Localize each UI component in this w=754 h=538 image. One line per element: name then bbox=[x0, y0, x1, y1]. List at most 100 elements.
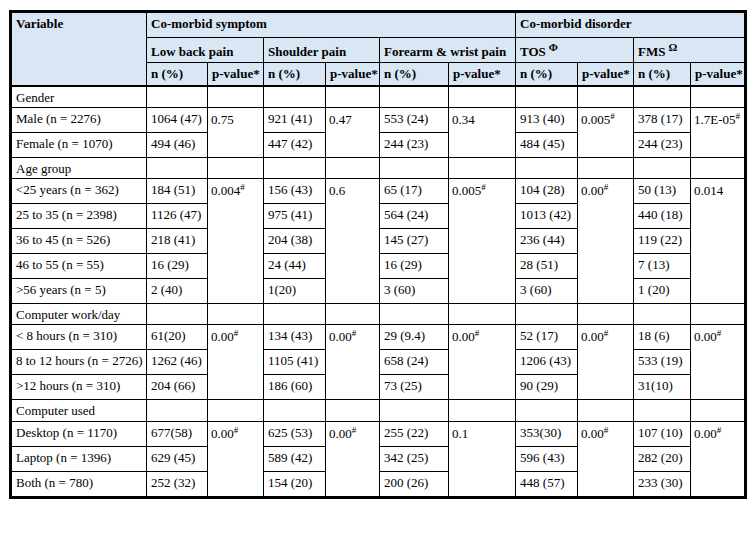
p-value: 0.00 bbox=[581, 330, 604, 345]
n-percent-cell: 134 (43) bbox=[264, 325, 326, 350]
empty-cell bbox=[208, 304, 264, 325]
row-label: Female (n = 1070) bbox=[11, 132, 147, 157]
empty-cell bbox=[578, 400, 634, 421]
header-p-col: p-value* bbox=[578, 62, 634, 86]
n-percent-cell: 16 (29) bbox=[147, 254, 208, 279]
p-value: 0.014 bbox=[694, 183, 723, 198]
p-value-marker: # bbox=[352, 328, 357, 338]
p-value: 0.1 bbox=[452, 426, 468, 441]
p-value-cell: 0.00# bbox=[578, 179, 634, 304]
p-value: 0.00 bbox=[581, 426, 604, 441]
empty-cell bbox=[691, 304, 746, 325]
p-value-marker: # bbox=[604, 328, 609, 338]
p-value-cell: 0.00# bbox=[208, 325, 264, 400]
n-percent-cell: 24 (44) bbox=[264, 254, 326, 279]
empty-cell bbox=[634, 157, 691, 178]
header-n-col: n (%) bbox=[634, 62, 691, 86]
n-percent-cell: 1105 (41) bbox=[264, 350, 326, 375]
p-value-marker: # bbox=[475, 328, 480, 338]
n-percent-cell: 7 (13) bbox=[634, 254, 691, 279]
p-value: 0.00 bbox=[329, 426, 352, 441]
section-title: Age group bbox=[11, 157, 147, 178]
empty-cell bbox=[208, 86, 264, 108]
table-header: VariableCo-morbid symptomCo-morbid disor… bbox=[11, 12, 746, 86]
n-percent-cell: 233 (30) bbox=[634, 471, 691, 497]
n-percent-cell: 1206 (43) bbox=[516, 350, 578, 375]
comorbidity-table: VariableCo-morbid symptomCo-morbid disor… bbox=[9, 10, 747, 499]
n-percent-cell: 3 (60) bbox=[516, 279, 578, 304]
n-percent-cell: 1(20) bbox=[264, 279, 326, 304]
n-percent-cell: 154 (20) bbox=[264, 471, 326, 497]
header-variable: Variable bbox=[11, 12, 147, 86]
n-percent-cell: 1126 (47) bbox=[147, 204, 208, 229]
p-value-cell: 1.7E-05# bbox=[691, 107, 746, 157]
header-n-col: n (%) bbox=[380, 62, 449, 86]
p-value-marker: # bbox=[604, 182, 609, 192]
row-label: 8 to 12 hours (n = 2726) bbox=[11, 350, 147, 375]
n-percent-cell: 1064 (47) bbox=[147, 107, 208, 132]
n-percent-cell: 1013 (42) bbox=[516, 204, 578, 229]
table-row: Desktop (n = 1170)677(58)0.00#625 (53)0.… bbox=[11, 421, 746, 446]
section-row: Age group bbox=[11, 157, 746, 178]
n-percent-cell: 596 (43) bbox=[516, 446, 578, 471]
n-percent-cell: 255 (22) bbox=[380, 421, 449, 446]
n-percent-cell: 107 (10) bbox=[634, 421, 691, 446]
n-percent-cell: 3 (60) bbox=[380, 279, 449, 304]
n-percent-cell: 625 (53) bbox=[264, 421, 326, 446]
empty-cell bbox=[516, 304, 578, 325]
p-value-cell: 0.00# bbox=[578, 325, 634, 400]
header-sub-2: Forearm & wrist pain bbox=[380, 38, 516, 63]
n-percent-cell: 218 (41) bbox=[147, 229, 208, 254]
empty-cell bbox=[634, 304, 691, 325]
p-value-cell: 0.1 bbox=[449, 421, 516, 497]
table-row: <25 years (n = 362)184 (51)0.004#156 (43… bbox=[11, 179, 746, 204]
p-value-marker: # bbox=[240, 182, 245, 192]
n-percent-cell: 244 (23) bbox=[380, 132, 449, 157]
n-percent-cell: 104 (28) bbox=[516, 179, 578, 204]
header-sub-label: Forearm & wrist pain bbox=[384, 44, 506, 59]
p-value-cell: 0.47 bbox=[326, 107, 380, 157]
n-percent-cell: 244 (23) bbox=[634, 132, 691, 157]
empty-cell bbox=[691, 400, 746, 421]
empty-cell bbox=[264, 157, 326, 178]
p-value: 0.00 bbox=[329, 330, 352, 345]
p-value: 0.004 bbox=[211, 183, 240, 198]
n-percent-cell: 353(30) bbox=[516, 421, 578, 446]
p-value-marker: # bbox=[234, 328, 239, 338]
header-p-col: p-value* bbox=[326, 62, 380, 86]
section-title: Computer work/day bbox=[11, 304, 147, 325]
empty-cell bbox=[634, 400, 691, 421]
n-percent-cell: 447 (42) bbox=[264, 132, 326, 157]
n-percent-cell: 533 (19) bbox=[634, 350, 691, 375]
row-label: 36 to 45 (n = 526) bbox=[11, 229, 147, 254]
p-value: 0.00 bbox=[211, 330, 234, 345]
empty-cell bbox=[264, 86, 326, 108]
empty-cell bbox=[380, 304, 449, 325]
n-percent-cell: 52 (17) bbox=[516, 325, 578, 350]
p-value: 0.34 bbox=[452, 112, 475, 127]
p-value-marker: # bbox=[717, 425, 722, 435]
empty-cell bbox=[326, 86, 380, 108]
empty-cell bbox=[380, 400, 449, 421]
n-percent-cell: 252 (32) bbox=[147, 471, 208, 497]
p-value-cell: 0.00# bbox=[326, 421, 380, 497]
n-percent-cell: 31(10) bbox=[634, 375, 691, 400]
empty-cell bbox=[449, 304, 516, 325]
n-percent-cell: 484 (45) bbox=[516, 132, 578, 157]
p-value: 0.75 bbox=[211, 112, 234, 127]
row-label: Laptop (n = 1396) bbox=[11, 446, 147, 471]
n-percent-cell: 1262 (46) bbox=[147, 350, 208, 375]
header-sub-0: Low back pain bbox=[147, 38, 264, 63]
p-value: 1.7E-05 bbox=[694, 112, 736, 127]
row-label: Male (n = 2276) bbox=[11, 107, 147, 132]
n-percent-cell: 61(20) bbox=[147, 325, 208, 350]
p-value-cell: 0.00# bbox=[578, 421, 634, 497]
empty-cell bbox=[208, 157, 264, 178]
header-sub-label: Shoulder pain bbox=[268, 44, 346, 59]
n-percent-cell: 553 (24) bbox=[380, 107, 449, 132]
section-row: Computer work/day bbox=[11, 304, 746, 325]
empty-cell bbox=[691, 157, 746, 178]
header-n-col: n (%) bbox=[147, 62, 208, 86]
row-label: Both (n = 780) bbox=[11, 471, 147, 497]
empty-cell bbox=[264, 400, 326, 421]
